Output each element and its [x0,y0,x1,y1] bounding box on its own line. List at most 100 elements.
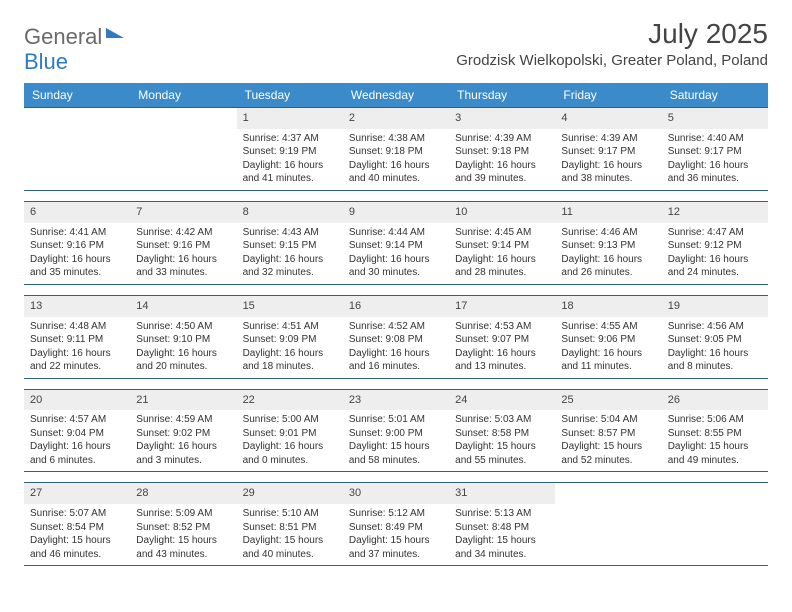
day-cell: 3Sunrise: 4:39 AMSunset: 9:18 PMDaylight… [449,108,555,190]
sunset-text: Sunset: 8:48 PM [455,521,549,535]
daylight-text: Daylight: 16 hours and 3 minutes. [136,440,230,467]
sunset-text: Sunset: 9:06 PM [561,333,655,347]
sunrise-text: Sunrise: 4:45 AM [455,226,549,240]
weekday-sat: Saturday [662,83,768,107]
day-number: 16 [343,296,449,317]
week-row: 13Sunrise: 4:48 AMSunset: 9:11 PMDayligh… [24,295,768,379]
sunset-text: Sunset: 9:10 PM [136,333,230,347]
weeks-container: 1Sunrise: 4:37 AMSunset: 9:19 PMDaylight… [24,107,768,566]
sunset-text: Sunset: 9:17 PM [668,145,762,159]
sunrise-text: Sunrise: 5:03 AM [455,413,549,427]
sunrise-text: Sunrise: 4:40 AM [668,132,762,146]
day-number: 15 [237,296,343,317]
daylight-text: Daylight: 16 hours and 28 minutes. [455,253,549,280]
daylight-text: Daylight: 15 hours and 34 minutes. [455,534,549,561]
day-number: 29 [237,483,343,504]
sunset-text: Sunset: 9:14 PM [349,239,443,253]
calendar: Sunday Monday Tuesday Wednesday Thursday… [24,83,768,566]
day-cell: 24 Sunrise: 5:03 AMSunset: 8:58 PMDayligh… [449,390,555,472]
daylight-text: Daylight: 16 hours and 26 minutes. [561,253,655,280]
day-cell: 19Sunrise: 4:56 AMSunset: 9:05 PMDayligh… [662,296,768,378]
sunset-text: Sunset: 8:58 PM [455,427,549,441]
sunrise-text: Sunrise: 4:52 AM [349,320,443,334]
weekday-header: Sunday Monday Tuesday Wednesday Thursday… [24,83,768,107]
daylight-text: Daylight: 16 hours and 20 minutes. [136,347,230,374]
calendar-page: General July 2025 Grodzisk Wielkopolski,… [0,0,792,576]
day-number: 21 [130,390,236,411]
sunset-text: Sunset: 9:02 PM [136,427,230,441]
daylight-text: Daylight: 15 hours and 55 minutes. [455,440,549,467]
sunset-text: Sunset: 9:11 PM [30,333,124,347]
daylight-text: Daylight: 16 hours and 30 minutes. [349,253,443,280]
daylight-text: Daylight: 15 hours and 58 minutes. [349,440,443,467]
daylight-text: Daylight: 16 hours and 38 minutes. [561,159,655,186]
sunrise-text: Sunrise: 4:59 AM [136,413,230,427]
sunset-text: Sunset: 9:01 PM [243,427,337,441]
day-cell: 14Sunrise: 4:50 AMSunset: 9:10 PMDayligh… [130,296,236,378]
day-number: 2 [343,108,449,129]
sunrise-text: Sunrise: 5:01 AM [349,413,443,427]
daylight-text: Daylight: 15 hours and 49 minutes. [668,440,762,467]
sunrise-text: Sunrise: 4:47 AM [668,226,762,240]
sunset-text: Sunset: 8:54 PM [30,521,124,535]
day-cell [130,108,236,190]
day-cell: 1Sunrise: 4:37 AMSunset: 9:19 PMDaylight… [237,108,343,190]
day-cell: 26Sunrise: 5:06 AMSunset: 8:55 PMDayligh… [662,390,768,472]
daylight-text: Daylight: 15 hours and 43 minutes. [136,534,230,561]
weekday-thu: Thursday [449,83,555,107]
day-number: 18 [555,296,661,317]
day-number: 30 [343,483,449,504]
day-cell: 23 Sunrise: 5:01 AMSunset: 9:00 PMDayligh… [343,390,449,472]
day-number: 4 [555,108,661,129]
week-row: 20Sunrise: 4:57 AMSunset: 9:04 PMDayligh… [24,389,768,473]
day-cell [555,483,661,565]
day-number: 3 [449,108,555,129]
weekday-wed: Wednesday [343,83,449,107]
day-number: 19 [662,296,768,317]
day-number: 23 [343,390,449,411]
weekday-tue: Tuesday [237,83,343,107]
daylight-text: Daylight: 16 hours and 8 minutes. [668,347,762,374]
day-cell: 15 Sunrise: 4:51 AMSunset: 9:09 PMDayligh… [237,296,343,378]
week-row: 6Sunrise: 4:41 AMSunset: 9:16 PMDaylight… [24,201,768,285]
day-number: 24 [449,390,555,411]
sunrise-text: Sunrise: 5:06 AM [668,413,762,427]
daylight-text: Daylight: 16 hours and 24 minutes. [668,253,762,280]
day-number: 10 [449,202,555,223]
sunset-text: Sunset: 9:09 PM [243,333,337,347]
day-cell: 25Sunrise: 5:04 AMSunset: 8:57 PMDayligh… [555,390,661,472]
sunrise-text: Sunrise: 4:50 AM [136,320,230,334]
daylight-text: Daylight: 16 hours and 33 minutes. [136,253,230,280]
sunrise-text: Sunrise: 4:42 AM [136,226,230,240]
sunset-text: Sunset: 9:19 PM [243,145,337,159]
sunset-text: Sunset: 9:18 PM [455,145,549,159]
day-cell [662,483,768,565]
daylight-text: Daylight: 16 hours and 40 minutes. [349,159,443,186]
daylight-text: Daylight: 16 hours and 18 minutes. [243,347,337,374]
weekday-sun: Sunday [24,83,130,107]
logo-text-1: General [24,24,102,50]
sunrise-text: Sunrise: 5:09 AM [136,507,230,521]
sunset-text: Sunset: 9:08 PM [349,333,443,347]
sunset-text: Sunset: 9:13 PM [561,239,655,253]
sunrise-text: Sunrise: 5:12 AM [349,507,443,521]
sunrise-text: Sunrise: 4:51 AM [243,320,337,334]
daylight-text: Daylight: 16 hours and 13 minutes. [455,347,549,374]
day-cell: 21 Sunrise: 4:59 AMSunset: 9:02 PMDayligh… [130,390,236,472]
sunrise-text: Sunrise: 5:10 AM [243,507,337,521]
sunrise-text: Sunrise: 4:37 AM [243,132,337,146]
sunrise-text: Sunrise: 5:07 AM [30,507,124,521]
sunset-text: Sunset: 9:12 PM [668,239,762,253]
sunset-text: Sunset: 8:52 PM [136,521,230,535]
day-cell: 9Sunrise: 4:44 AMSunset: 9:14 PMDaylight… [343,202,449,284]
day-cell: 12Sunrise: 4:47 AMSunset: 9:12 PMDayligh… [662,202,768,284]
sunrise-text: Sunrise: 5:04 AM [561,413,655,427]
sunrise-text: Sunrise: 4:43 AM [243,226,337,240]
day-number: 11 [555,202,661,223]
logo-mark-icon [106,28,124,38]
day-number: 31 [449,483,555,504]
sunset-text: Sunset: 9:00 PM [349,427,443,441]
sunrise-text: Sunrise: 4:41 AM [30,226,124,240]
day-cell: 2Sunrise: 4:38 AMSunset: 9:18 PMDaylight… [343,108,449,190]
day-number: 9 [343,202,449,223]
